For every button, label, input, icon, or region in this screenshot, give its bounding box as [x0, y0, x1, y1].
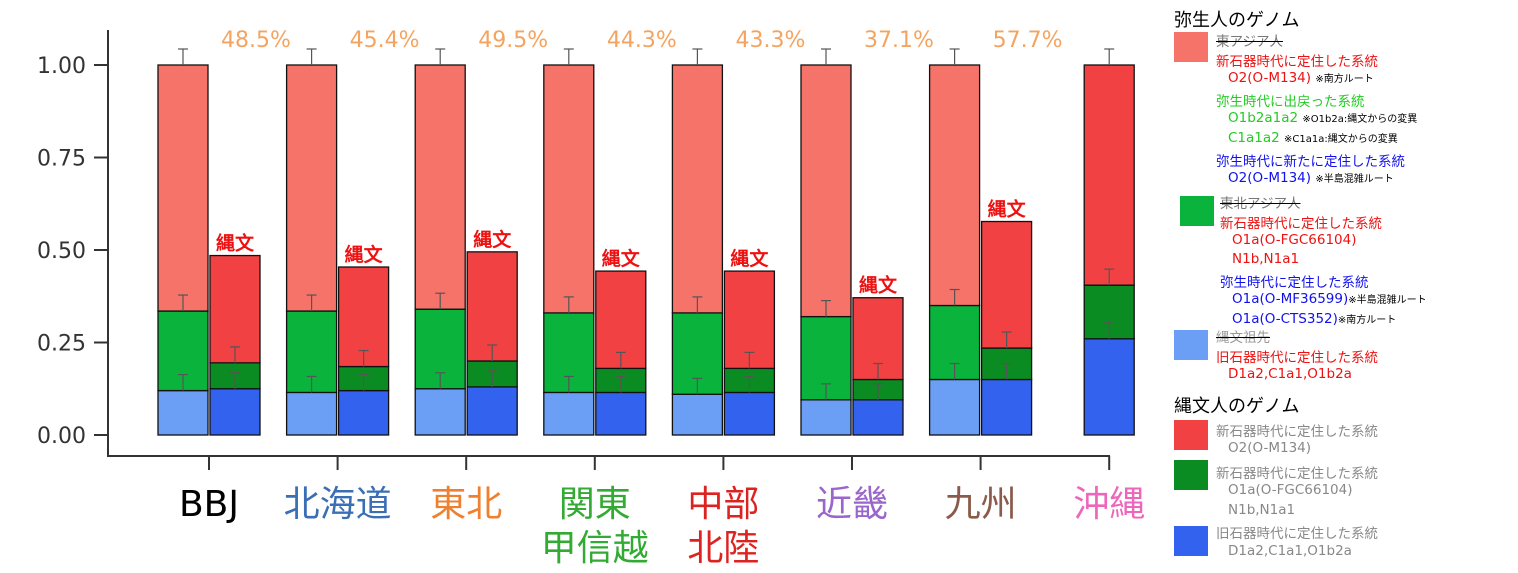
legend-yayoi-item-1-line-2: N1b,N1a1 — [1232, 251, 1300, 267]
bar-jomon-2-seg-bottom — [466, 386, 518, 436]
legend-swatch-jomon-neolithic — [1174, 420, 1208, 450]
x-label-3: 関東 — [559, 484, 631, 525]
legend-jomon-item-2-line-0: 旧石器時代に定住した系統 — [1216, 526, 1378, 542]
jomon-label-2: 縄文 — [473, 228, 512, 251]
legend-yayoi-item-0-line-1: O2(O-M134) ※南方ルート — [1228, 70, 1374, 86]
legend-jomon-item-0-line-0: 新石器時代に定住した系統 — [1216, 424, 1378, 440]
pct-label-6: 57.7% — [993, 28, 1063, 53]
x-label-3-line-1: 甲信越 — [541, 528, 649, 569]
jomon-label-1: 縄文 — [345, 243, 384, 266]
x-label-4: 中部 — [687, 484, 759, 525]
x-label-1: 北海道 — [284, 484, 392, 525]
legend-jomon-item-2-line-1: D1a2,C1a1,O1b2a — [1228, 543, 1352, 559]
y-tick-label-4: 1.00 — [37, 54, 86, 79]
x-label-4-line-1: 北陸 — [687, 528, 759, 569]
bar-jomon-7-seg-top — [1083, 64, 1135, 286]
bar-yayoi-4-seg-top — [671, 64, 724, 314]
x-label-7: 沖縄 — [1073, 484, 1145, 525]
x-label-2: 東北 — [430, 484, 502, 525]
x-label-0: BBJ — [179, 484, 239, 525]
legend-yayoi-item-2-name: 縄文祖先 — [1216, 330, 1270, 346]
bar-yayoi-5-seg-top — [800, 64, 852, 318]
y-tick-label-2: 0.50 — [37, 239, 86, 264]
y-tick-label-1: 0.25 — [37, 332, 86, 357]
bar-yayoi-1-seg-bottom — [285, 391, 338, 436]
bar-yayoi-2-seg-top — [414, 64, 466, 310]
legend-yayoi-item-1-line-3: 弥生時代に定住した系統 — [1220, 275, 1369, 291]
bar-yayoi-0-seg-top — [157, 64, 209, 312]
pct-label-4: 43.3% — [735, 28, 805, 53]
legend-swatch-yayoi-east-asian — [1174, 32, 1208, 62]
legend-yayoi-item-0-line-4: C1a1a2 ※C1a1a:縄文からの変異 — [1228, 130, 1398, 146]
legend-yayoi-item-1-line-1: O1a(O-FGC66104) — [1232, 232, 1357, 248]
legend-yayoi-item-0-line-6: O2(O-M134) ※半島混雑ルート — [1228, 170, 1394, 186]
bar-yayoi-3-seg-top — [543, 64, 595, 314]
bar-yayoi-4-seg-bottom — [671, 393, 724, 436]
jomon-label-3: 縄文 — [602, 247, 641, 270]
legend-swatch-jomon-northeast — [1174, 460, 1208, 490]
legend-yayoi-item-0-name: 東アジア人 — [1216, 34, 1283, 50]
legend-jomon-item-1-line-2: N1b,N1a1 — [1228, 502, 1296, 518]
pct-label-3: 44.3% — [607, 28, 677, 53]
bar-jomon-6-seg-bottom — [980, 378, 1033, 436]
bar-jomon-5-seg-bottom — [852, 399, 904, 436]
legend-jomon-item-1-line-0: 新石器時代に定住した系統 — [1216, 466, 1378, 482]
bar-yayoi-2-seg-bottom — [414, 388, 466, 436]
bar-yayoi-3-seg-bottom — [543, 391, 595, 436]
bar-jomon-6-seg-top — [980, 220, 1033, 349]
bar-jomon-7-seg-bottom — [1083, 338, 1135, 436]
jomon-label-4: 縄文 — [730, 247, 769, 270]
legend-yayoi-item-1-name: 東北アジア人 — [1220, 196, 1301, 212]
legend-yayoi-item-1-line-4: O1a(O-MF36599)※半島混雑ルート — [1232, 291, 1427, 307]
pct-label-5: 37.1% — [864, 28, 934, 53]
legend-yayoi-item-1-line-5: O1a(O-CTS352)※南方ルート — [1232, 311, 1397, 327]
bar-jomon-4-seg-bottom — [723, 391, 776, 436]
legend-yayoi-item-0-line-5: 弥生時代に新たに定住した系統 — [1216, 154, 1405, 170]
legend-jomon-item-1-line-1: O1a(O-FGC66104) — [1228, 482, 1353, 498]
legend-yayoi-item-0-line-0: 新石器時代に定住した系統 — [1216, 54, 1378, 70]
bar-yayoi-0-seg-bottom — [157, 389, 209, 436]
jomon-label-5: 縄文 — [859, 274, 898, 297]
x-label-6: 九州 — [945, 484, 1017, 525]
bar-jomon-0-seg-bottom — [209, 388, 261, 436]
bar-jomon-0-seg-top — [209, 254, 261, 364]
bar-yayoi-6-seg-top — [928, 64, 981, 307]
legend-jomon-title: 縄文人のゲノム — [1174, 396, 1300, 417]
legend-yayoi-item-2-line-0: 旧石器時代に定住した系統 — [1216, 350, 1378, 366]
legend-yayoi-item-1-line-0: 新石器時代に定住した系統 — [1220, 216, 1382, 232]
bar-yayoi-6-seg-bottom — [928, 378, 981, 436]
pct-label-1: 45.4% — [350, 28, 420, 53]
y-tick-label-3: 0.75 — [37, 147, 86, 172]
legend-yayoi-item-2-line-1: D1a2,C1a1,O1b2a — [1228, 366, 1352, 382]
jomon-label-6: 縄文 — [988, 198, 1027, 221]
legend: 弥生人のゲノム 東アジア人 新石器時代に定住した系統 O2(O-M134) ※南… — [1170, 0, 1518, 573]
pct-label-2: 49.5% — [478, 28, 548, 53]
x-label-5: 近畿 — [816, 484, 888, 525]
bar-jomon-2-seg-top — [466, 251, 518, 362]
stacked-bar-chart: 0.00 0.25 0.50 0.75 1.00 BBJ 縄文 48.5% 北海道 縄文 45.4%… — [37, 28, 1145, 569]
legend-swatch-jomon-paleolithic — [1174, 526, 1208, 556]
legend-jomon-item-0-line-1: O2(O-M134) — [1228, 440, 1312, 456]
legend-yayoi-item-0-line-3: O1b2a1a2 ※O1b2a:縄文からの変異 — [1228, 110, 1418, 126]
jomon-label-0: 縄文 — [216, 232, 255, 255]
legend-swatch-yayoi-northeast-asian — [1180, 196, 1214, 226]
legend-swatch-yayoi-jomon-ancestor — [1174, 330, 1208, 360]
bar-jomon-3-seg-bottom — [595, 391, 647, 436]
legend-yayoi-title: 弥生人のゲノム — [1174, 10, 1300, 31]
bar-yayoi-5-seg-bottom — [800, 399, 852, 436]
bar-jomon-1-seg-bottom — [337, 389, 390, 436]
bar-yayoi-1-seg-top — [285, 64, 338, 312]
legend-yayoi-item-0-line-2: 弥生時代に出戻った系統 — [1216, 94, 1365, 110]
pct-label-0: 48.5% — [221, 28, 291, 53]
y-tick-label-0: 0.00 — [37, 424, 86, 449]
